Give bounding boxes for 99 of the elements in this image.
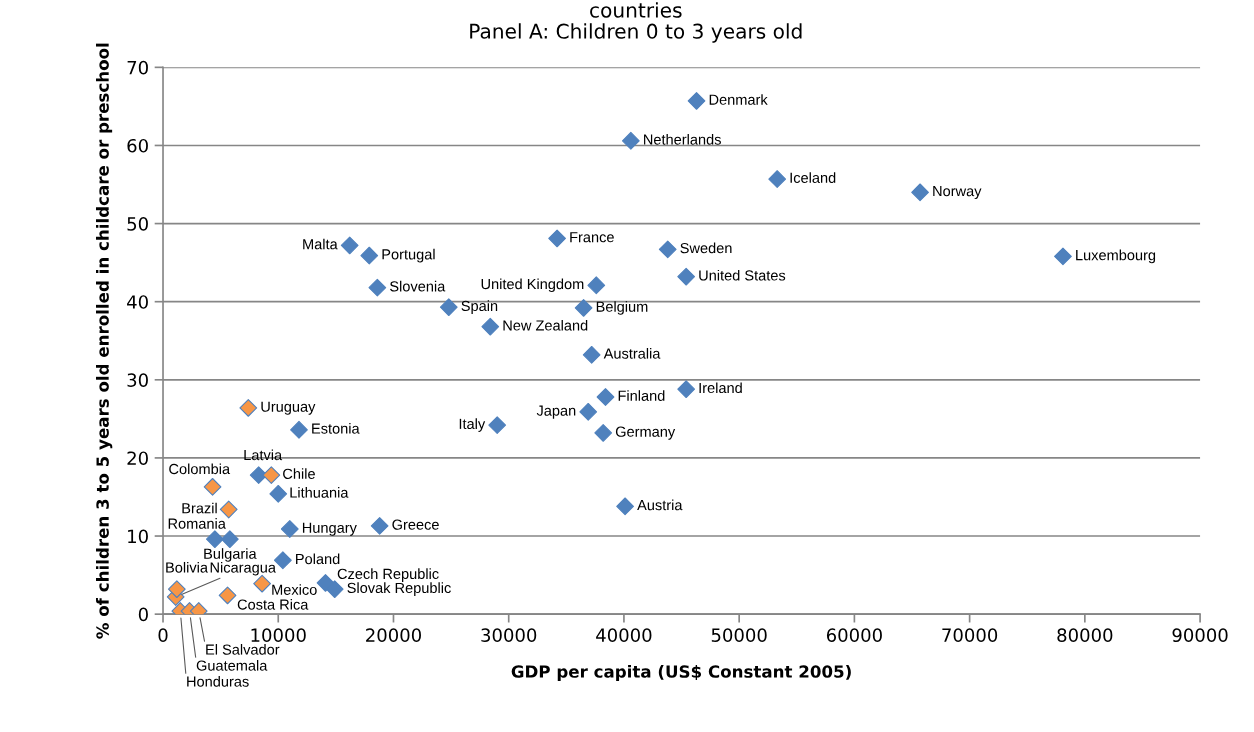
point — [587, 276, 606, 295]
point — [548, 229, 566, 248]
annotation: Denmark — [709, 94, 768, 105]
x-tick-label: 0 — [158, 628, 168, 643]
point — [488, 416, 507, 434]
point — [218, 586, 237, 605]
annotation: Finland — [618, 390, 665, 401]
point — [325, 580, 344, 599]
annotation: Lithuania — [290, 487, 349, 498]
point — [481, 317, 500, 336]
x-tick-label: 20000 — [366, 628, 421, 643]
annotation: Romania — [168, 518, 226, 529]
point — [1054, 247, 1072, 266]
annotation: Bolivia — [166, 561, 209, 573]
annotation: Colombia — [169, 463, 231, 475]
annotation: Czech Republic — [337, 568, 439, 582]
x-tick-label: 10000 — [251, 628, 306, 643]
y-tick-label: 30 — [127, 373, 148, 387]
point — [579, 402, 598, 421]
annotation: Austria — [637, 499, 683, 511]
annotation: Estonia — [312, 423, 360, 434]
y-tick-label: 40 — [127, 295, 148, 309]
annotation: Bulgaria — [204, 548, 257, 562]
annotation: New Zealand — [503, 319, 588, 331]
annotation: Netherlands — [644, 133, 721, 145]
point — [687, 92, 706, 110]
x-tick-label: 90000 — [1172, 628, 1228, 643]
point — [167, 580, 186, 599]
point — [290, 420, 308, 439]
point — [594, 424, 613, 442]
x-axis-title: GDP per capita (US$ Constant 2005) — [511, 664, 851, 682]
point — [360, 246, 379, 265]
point — [219, 500, 238, 519]
annotation: Chile — [283, 468, 315, 480]
annotation: Hungary — [302, 522, 357, 536]
point — [368, 278, 387, 297]
point — [262, 466, 281, 484]
point — [616, 497, 634, 516]
annotation: Japan — [536, 405, 576, 419]
annotation: El Salvador — [206, 644, 280, 655]
annotation: Greece — [392, 519, 439, 530]
y-tick-label: 60 — [127, 138, 148, 153]
x-tick-label: 50000 — [711, 628, 767, 643]
annotation: Belgium — [596, 301, 648, 315]
annotation: Slovenia — [390, 280, 446, 292]
annotation: Brazil — [182, 502, 217, 514]
annotation: Italy — [459, 418, 486, 432]
point — [768, 170, 787, 188]
y-tick-label: 0 — [138, 607, 148, 622]
point — [596, 388, 615, 406]
point — [370, 516, 389, 535]
point — [439, 298, 458, 317]
annotation: United States — [699, 269, 786, 281]
y-tick-label: 10 — [128, 529, 148, 544]
x-tick-label: 80000 — [1057, 628, 1113, 643]
annotation: Honduras — [187, 676, 249, 687]
annotation: Luxembourg — [1076, 249, 1156, 264]
annotation: Nicaragua — [210, 561, 276, 576]
y-axis-title: % of children 3 to 5 years old enrolled in childcare or preschool — [96, 43, 113, 639]
annotation: Costa Rica — [237, 599, 309, 610]
annotation: Uruguay — [261, 401, 316, 415]
y-tick-label: 50 — [127, 217, 148, 231]
annotation: United Kingdom — [481, 278, 584, 293]
x-tick-label: 60000 — [826, 628, 882, 643]
annotation: Sweden — [680, 242, 732, 254]
annotation: Germany — [615, 426, 676, 440]
point — [203, 477, 222, 496]
point — [340, 236, 359, 255]
annotation: Latvia — [244, 449, 283, 461]
point — [239, 399, 258, 417]
annotation: France — [570, 232, 614, 243]
annotation: Australia — [603, 348, 661, 359]
x-tick-label: 30000 — [481, 628, 537, 643]
point — [220, 530, 239, 549]
y-tick-label: 20 — [127, 451, 148, 466]
annotation: Malta — [303, 238, 338, 250]
annotation: Norway — [933, 186, 982, 200]
annotation: Spain — [461, 300, 498, 314]
point — [205, 530, 224, 549]
annotation: Guatemala — [196, 660, 268, 671]
annotation: Ireland — [699, 382, 742, 394]
annotation: Poland — [296, 553, 340, 565]
chart-title: countries Panel A: Children 0 to 3 years old — [470, 2, 802, 43]
annotation: Slovak Republic — [347, 582, 451, 596]
point — [911, 183, 929, 202]
point — [269, 484, 288, 503]
annotation: Portugal — [382, 248, 435, 263]
point — [280, 520, 299, 538]
annotation: Iceland — [790, 172, 836, 183]
point — [677, 267, 696, 286]
point — [677, 380, 696, 399]
x-tick-label: 40000 — [596, 628, 652, 643]
annotation: Mexico — [272, 584, 317, 595]
point — [582, 345, 601, 364]
point — [658, 240, 677, 259]
point — [621, 131, 640, 150]
x-tick-label: 70000 — [942, 628, 998, 643]
y-tick-label: 70 — [127, 60, 148, 75]
point — [574, 299, 593, 317]
